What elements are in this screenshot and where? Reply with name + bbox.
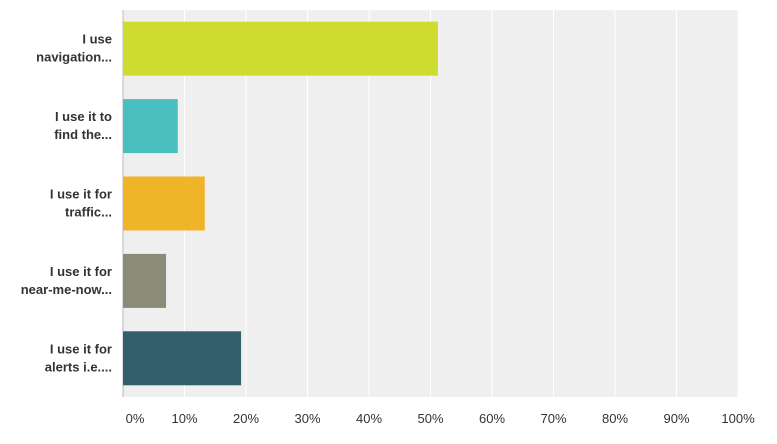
- x-tick-label: 10%: [171, 411, 197, 426]
- label-line: find the...: [54, 127, 112, 142]
- label-line: I use it for: [50, 187, 112, 202]
- x-tick-label: 80%: [602, 411, 628, 426]
- label-line: traffic...: [65, 205, 112, 220]
- x-tick-label: 40%: [356, 411, 382, 426]
- label-line: I use it for: [50, 341, 112, 356]
- label-line: alerts i.e....: [45, 359, 112, 374]
- bar: [123, 331, 242, 386]
- bar: [123, 176, 205, 231]
- label-line: I use: [82, 32, 112, 47]
- y-tick-label: I use it for alerts i.e....: [45, 341, 112, 374]
- label-line: I use it to: [55, 109, 112, 124]
- x-tick-label: 100%: [721, 411, 755, 426]
- label-line: near-me-now...: [21, 282, 112, 297]
- x-tick-label: 0%: [126, 411, 145, 426]
- label-line: I use it for: [50, 264, 112, 279]
- bar: [123, 253, 167, 308]
- y-tick-label: I use navigation...: [36, 32, 112, 65]
- bar: [123, 99, 178, 154]
- label-line: navigation...: [36, 50, 112, 65]
- y-tick-label: I use it for traffic...: [50, 187, 112, 220]
- x-tick-label: 50%: [417, 411, 443, 426]
- x-tick-label: 30%: [294, 411, 320, 426]
- x-tick-label: 60%: [479, 411, 505, 426]
- y-tick-label: I use it for near-me-now...: [21, 264, 112, 297]
- x-tick-label: 70%: [540, 411, 566, 426]
- y-tick-label: I use it to find the...: [54, 109, 112, 142]
- x-tick-label: 20%: [233, 411, 259, 426]
- x-tick-label: 90%: [663, 411, 689, 426]
- bar: [123, 21, 438, 76]
